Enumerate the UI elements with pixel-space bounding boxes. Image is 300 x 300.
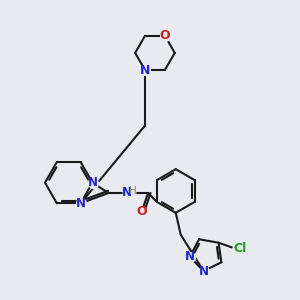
Text: N: N — [88, 176, 98, 189]
Text: O: O — [137, 205, 147, 218]
Text: N: N — [122, 187, 132, 200]
Text: O: O — [160, 29, 170, 42]
Text: N: N — [76, 197, 85, 210]
Text: H: H — [129, 186, 137, 196]
Text: Cl: Cl — [234, 242, 247, 255]
Text: N: N — [140, 64, 150, 76]
Text: N: N — [199, 265, 208, 278]
Text: N: N — [185, 250, 195, 263]
